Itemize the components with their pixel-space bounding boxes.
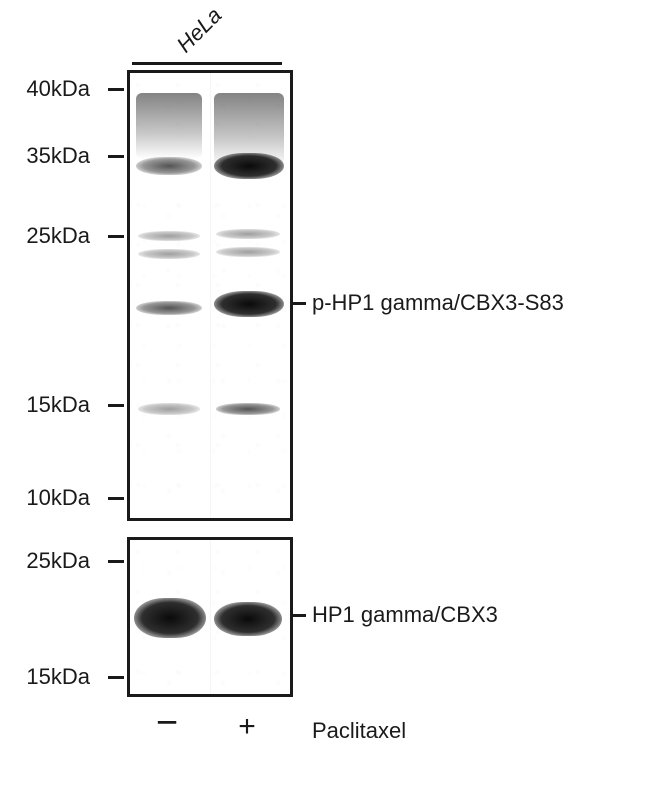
treatment-lane1: − [147, 710, 187, 748]
band-l1-target [136, 301, 202, 315]
lane-divider-bottom [210, 540, 211, 694]
band-l2-27k-b [216, 247, 280, 257]
band-l1-smear [136, 93, 202, 159]
target-label-phospho: p-HP1 gamma/CBX3-S83 [312, 292, 564, 314]
mw-label-35kda: 35kDa [10, 145, 90, 167]
band-l1-16k [138, 403, 200, 415]
treatment-label: Paclitaxel [312, 718, 406, 744]
blot-top [127, 70, 293, 521]
mw-tick-15kda-bot [108, 676, 124, 679]
band-bot-l2 [214, 602, 282, 636]
blot-bottom [127, 537, 293, 697]
target-label-total: HP1 gamma/CBX3 [312, 604, 498, 626]
mw-label-15kda-top: 15kDa [10, 394, 90, 416]
sample-underline [132, 62, 282, 65]
lane-divider-top [210, 73, 211, 518]
band-l2-16k [216, 403, 280, 415]
treatment-minus-symbol: − [156, 702, 178, 744]
band-l1-27k-b [138, 249, 200, 259]
mw-tick-25kda-bot [108, 560, 124, 563]
mw-tick-25kda-top [108, 235, 124, 238]
band-bot-l1 [134, 598, 206, 638]
mw-tick-15kda-top [108, 404, 124, 407]
band-l2-target [214, 291, 284, 317]
band-l2-27k-a [216, 229, 280, 239]
mw-label-15kda-bot: 15kDa [10, 666, 90, 688]
mw-label-10kda: 10kDa [10, 487, 90, 509]
treatment-lane2: + [227, 712, 267, 742]
band-l1-35k [136, 157, 202, 175]
mw-label-25kda-bot: 25kDa [10, 550, 90, 572]
mw-tick-40kda [108, 88, 124, 91]
mw-label-40kda: 40kDa [10, 78, 90, 100]
band-l2-35k [214, 153, 284, 179]
mw-label-25kda-top: 25kDa [10, 225, 90, 247]
sample-label-hela: HeLa [172, 2, 228, 58]
mw-tick-10kda [108, 497, 124, 500]
band-l1-27k-a [138, 231, 200, 241]
mw-tick-35kda [108, 155, 124, 158]
